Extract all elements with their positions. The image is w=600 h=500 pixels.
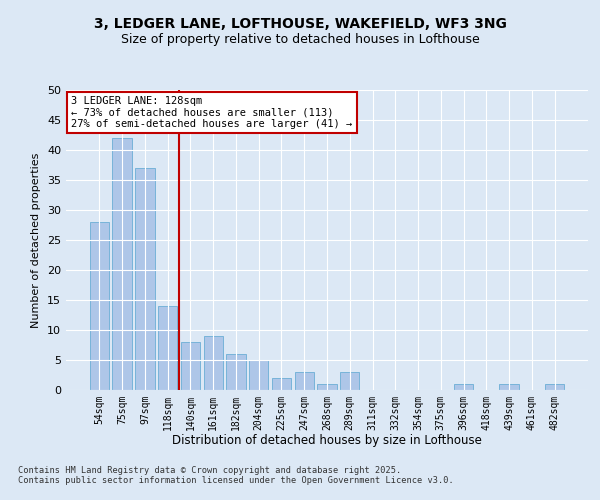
Text: Contains HM Land Registry data © Crown copyright and database right 2025.
Contai: Contains HM Land Registry data © Crown c… (18, 466, 454, 485)
Text: Size of property relative to detached houses in Lofthouse: Size of property relative to detached ho… (121, 32, 479, 46)
Bar (317, 384, 337, 390)
Bar (295, 372, 314, 390)
Bar (203, 336, 223, 390)
Bar (499, 384, 519, 390)
Y-axis label: Number of detached properties: Number of detached properties (31, 152, 41, 328)
Bar (181, 342, 200, 390)
Bar (135, 168, 155, 390)
Bar (158, 306, 178, 390)
Text: 3, LEDGER LANE, LOFTHOUSE, WAKEFIELD, WF3 3NG: 3, LEDGER LANE, LOFTHOUSE, WAKEFIELD, WF… (94, 18, 506, 32)
X-axis label: Distribution of detached houses by size in Lofthouse: Distribution of detached houses by size … (172, 434, 482, 448)
Bar (272, 378, 291, 390)
Bar (340, 372, 359, 390)
Bar (249, 360, 268, 390)
Bar (226, 354, 245, 390)
Bar (90, 222, 109, 390)
Text: 3 LEDGER LANE: 128sqm
← 73% of detached houses are smaller (113)
27% of semi-det: 3 LEDGER LANE: 128sqm ← 73% of detached … (71, 96, 352, 129)
Bar (454, 384, 473, 390)
Bar (545, 384, 564, 390)
Bar (112, 138, 132, 390)
